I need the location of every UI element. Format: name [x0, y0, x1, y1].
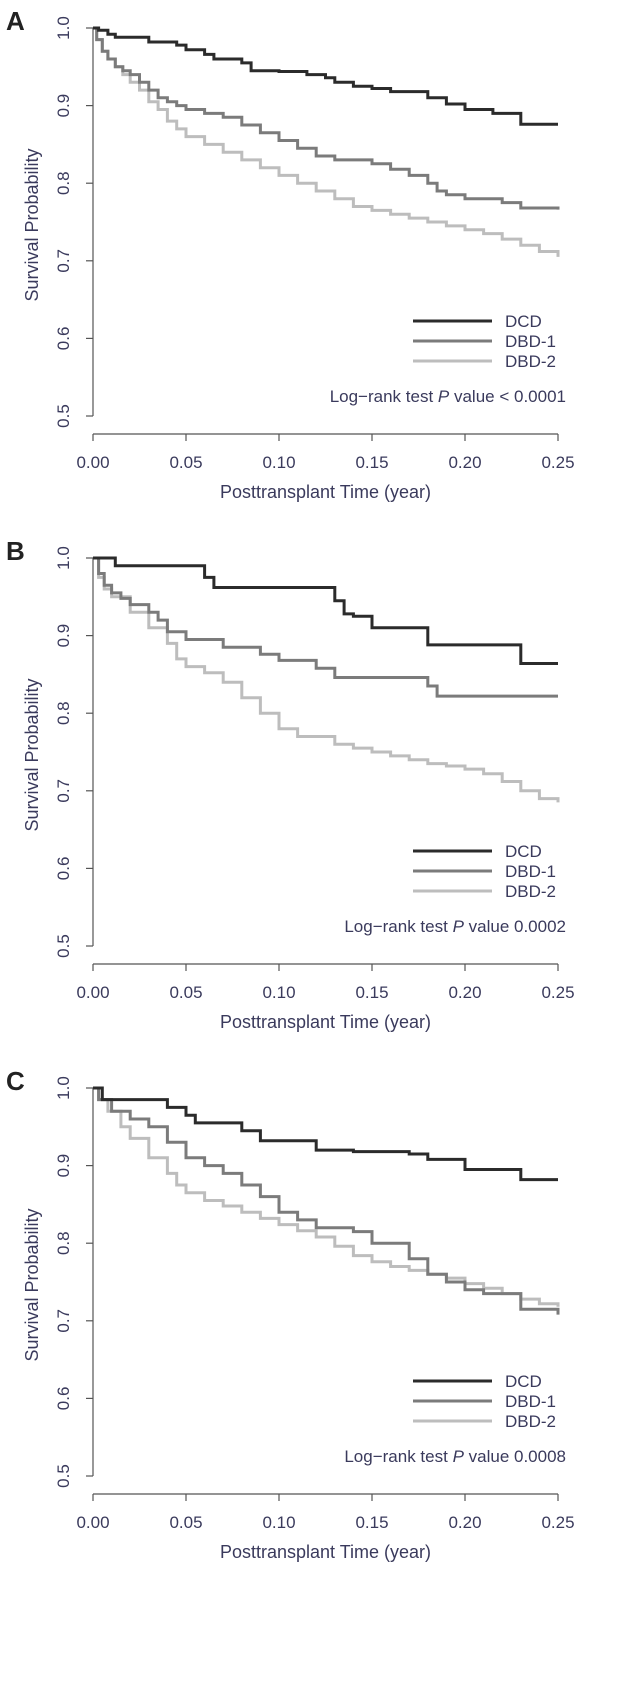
- y-tick-label: 0.8: [54, 701, 73, 725]
- x-tick-label: 0.25: [541, 983, 574, 1002]
- series-line-dbd-1: [93, 556, 558, 698]
- test-label: Log−rank test: [330, 387, 438, 406]
- p-word: value: [449, 387, 499, 406]
- series-line-dcd: [93, 556, 558, 665]
- y-tick-label: 0.6: [54, 1387, 73, 1411]
- y-tick-label: 0.5: [54, 404, 73, 428]
- y-tick-label: 0.7: [54, 1309, 73, 1333]
- y-tick-label: 0.6: [54, 857, 73, 881]
- legend-label-dbd-1: DBD-1: [505, 862, 556, 881]
- x-tick-label: 0.15: [355, 983, 388, 1002]
- y-tick-label: 0.8: [54, 1231, 73, 1255]
- y-axis-title: Survival Probability: [22, 1208, 42, 1361]
- y-axis-title: Survival Probability: [22, 678, 42, 831]
- x-tick-label: 0.25: [541, 1513, 574, 1532]
- panel-letter: C: [6, 1066, 25, 1096]
- series-line-dbd-1: [93, 1086, 560, 1315]
- y-tick-label: 0.6: [54, 327, 73, 351]
- p-value: < 0.0001: [499, 387, 566, 406]
- y-tick-label: 1.0: [54, 1076, 73, 1100]
- panel-letter: B: [6, 536, 25, 566]
- test-label: Log−rank test: [344, 917, 452, 936]
- panel-a: A 0.5 0.6 0.7 0.8 0.9 1.0 0.00 0.05 0.10 0.15 0.20 0…: [6, 6, 575, 502]
- panel-letter: A: [6, 6, 25, 36]
- y-tick-label: 0.5: [54, 934, 73, 958]
- series-line-dbd-2: [93, 556, 560, 803]
- series-line-dbd-1: [93, 26, 560, 210]
- p-value-annotation: Log−rank test P value < 0.0001: [330, 387, 566, 406]
- x-tick-label: 0.20: [448, 453, 481, 472]
- y-tick-label: 1.0: [54, 546, 73, 570]
- p-symbol: P: [438, 387, 450, 406]
- x-tick-label: 0.05: [169, 453, 202, 472]
- legend-label-dbd-1: DBD-1: [505, 1392, 556, 1411]
- y-axis-title: Survival Probability: [22, 148, 42, 301]
- p-value-annotation: Log−rank test P value 0.0002: [344, 917, 566, 936]
- x-tick-label: 0.20: [448, 1513, 481, 1532]
- x-axis-title: Posttransplant Time (year): [220, 1542, 431, 1562]
- x-tick-label: 0.10: [262, 983, 295, 1002]
- x-axis-title: Posttransplant Time (year): [220, 482, 431, 502]
- p-value-annotation: Log−rank test P value 0.0008: [344, 1447, 566, 1466]
- x-tick-label: 0.05: [169, 983, 202, 1002]
- y-tick-label: 1.0: [54, 16, 73, 40]
- legend-label-dbd-2: DBD-2: [505, 1412, 556, 1431]
- legend-label-dcd: DCD: [505, 312, 542, 331]
- x-tick-label: 0.05: [169, 1513, 202, 1532]
- x-tick-label: 0.25: [541, 453, 574, 472]
- x-tick-label: 0.15: [355, 453, 388, 472]
- legend-label-dcd: DCD: [505, 842, 542, 861]
- y-tick-label: 0.7: [54, 779, 73, 803]
- y-tick-label: 0.9: [54, 1154, 73, 1178]
- legend-label-dbd-2: DBD-2: [505, 352, 556, 371]
- y-tick-label: 0.8: [54, 171, 73, 195]
- y-tick-label: 0.9: [54, 94, 73, 118]
- x-tick-label: 0.10: [262, 453, 295, 472]
- y-tick-label: 0.7: [54, 249, 73, 273]
- series-line-dcd: [93, 1086, 558, 1182]
- x-tick-label: 0.00: [76, 453, 109, 472]
- x-tick-label: 0.00: [76, 1513, 109, 1532]
- x-tick-label: 0.15: [355, 1513, 388, 1532]
- x-tick-label: 0.20: [448, 983, 481, 1002]
- series-line-dbd-2: [93, 26, 560, 257]
- y-tick-label: 0.9: [54, 624, 73, 648]
- p-value: 0.0002: [514, 917, 566, 936]
- panel-b: B 0.5 0.6 0.7 0.8 0.9 1.0 0.00 0.05 0.10 0.15 0.20 0…: [6, 536, 575, 1032]
- series-line-dcd: [93, 26, 558, 126]
- p-symbol: P: [453, 917, 465, 936]
- legend-label-dbd-2: DBD-2: [505, 882, 556, 901]
- p-symbol: P: [453, 1447, 465, 1466]
- x-axis-title: Posttransplant Time (year): [220, 1012, 431, 1032]
- panel-c: C 0.5 0.6 0.7 0.8 0.9 1.0 0.00 0.05 0.10 0.15 0.20 0…: [6, 1066, 575, 1562]
- x-tick-label: 0.10: [262, 1513, 295, 1532]
- p-word: value: [464, 917, 514, 936]
- x-tick-label: 0.00: [76, 983, 109, 1002]
- p-word: value: [464, 1447, 514, 1466]
- legend-label-dbd-1: DBD-1: [505, 332, 556, 351]
- p-value: 0.0008: [514, 1447, 566, 1466]
- series-line-dbd-2: [93, 1086, 560, 1307]
- y-tick-label: 0.5: [54, 1464, 73, 1488]
- legend-label-dcd: DCD: [505, 1372, 542, 1391]
- test-label: Log−rank test: [344, 1447, 452, 1466]
